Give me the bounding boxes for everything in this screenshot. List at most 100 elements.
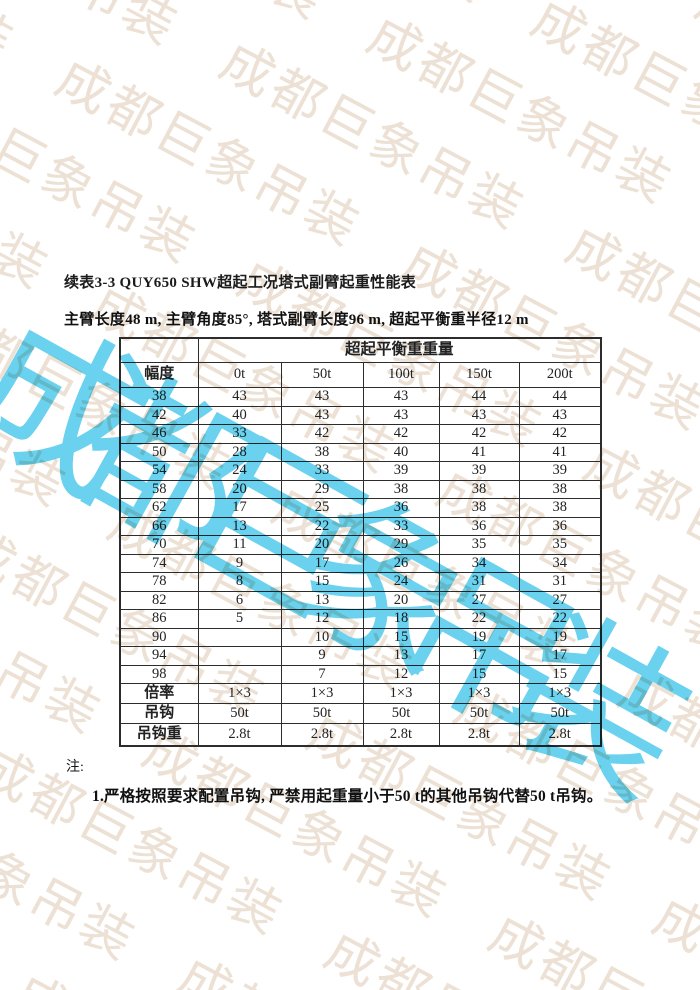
table-row: 70 11 20 29 35 35	[119, 535, 602, 555]
row-label: 94	[119, 646, 199, 666]
table-title: 续表3-3 QUY650 SHW超起工况塔式副臂起重性能表	[64, 275, 417, 291]
table-head: 超起平衡重重量 幅度 0t 50t 100t 150t 200t	[119, 337, 602, 388]
table-row: 54 24 33 39 39 39	[119, 461, 602, 481]
table-cell: 43	[362, 405, 440, 425]
table-cell: 38	[438, 498, 520, 518]
table-row: 42 40 43 43 43 43	[119, 405, 602, 425]
table-cell: 17	[438, 646, 520, 666]
table-row: 58 20 29 38 38 38	[119, 479, 602, 499]
table-cell: 15	[280, 572, 364, 592]
table-cell: 34	[438, 553, 520, 573]
table-cell: 2.8t	[197, 723, 282, 747]
table-cell: 15	[438, 664, 520, 684]
table-cell: 19	[518, 627, 602, 647]
table-cell: 36	[438, 516, 520, 536]
table-cell: 28	[197, 442, 282, 462]
table-row: 74 9 17 26 34 34	[119, 553, 602, 573]
table-cell: 17	[518, 646, 602, 666]
table-cell: 42	[362, 424, 440, 444]
table-cell: 6	[197, 590, 282, 610]
table-cell: 1×3	[438, 683, 520, 704]
table-cell: 43	[518, 405, 602, 425]
table-cell: 22	[438, 609, 520, 629]
row-label: 78	[119, 572, 199, 592]
table-cell: 31	[438, 572, 520, 592]
table-cell: 10	[280, 627, 364, 647]
table-cell: 18	[362, 609, 440, 629]
table-cell: 29	[280, 479, 364, 499]
table-cell	[197, 646, 282, 666]
table-cell: 36	[518, 516, 602, 536]
corner-cell	[119, 337, 199, 363]
row-label: 54	[119, 461, 199, 481]
watermark-line: 成都巨象吊装 成都巨象吊装 成都巨象吊装 成都巨象吊装 成都巨象吊装 成都巨象吊…	[0, 0, 700, 62]
table-cell: 1×3	[518, 683, 602, 704]
table-row: 46 33 42 42 42 42	[119, 424, 602, 444]
table-cell: 20	[280, 535, 364, 555]
table-cell: 39	[518, 461, 602, 481]
row-label: 38	[119, 387, 199, 407]
table-cell: 5	[197, 609, 282, 629]
row-label: 62	[119, 498, 199, 518]
row-label: 倍率	[119, 683, 199, 704]
table-cell: 44	[518, 387, 602, 407]
table-cell: 38	[518, 479, 602, 499]
table-cell: 40	[197, 405, 282, 425]
table-cell: 2.8t	[362, 723, 440, 747]
table-row: 82 6 13 20 27 27	[119, 590, 602, 610]
table-cell: 42	[438, 424, 520, 444]
table-cell: 38	[280, 442, 364, 462]
table-cell: 13	[280, 590, 364, 610]
row-label: 98	[119, 664, 199, 684]
row-label: 90	[119, 627, 199, 647]
table-cell: 34	[518, 553, 602, 573]
table-cell: 1×3	[280, 683, 364, 704]
table-cell: 15	[518, 664, 602, 684]
table-cell: 33	[280, 461, 364, 481]
row-label: 82	[119, 590, 199, 610]
table-row: 78 8 15 24 31 31	[119, 572, 602, 592]
table-cell: 36	[362, 498, 440, 518]
table-row: 62 17 25 36 38 38	[119, 498, 602, 518]
table-cell: 44	[438, 387, 520, 407]
table-cell: 39	[362, 461, 440, 481]
table-cell: 50t	[438, 703, 520, 724]
table-cell: 41	[438, 442, 520, 462]
table-cell: 27	[438, 590, 520, 610]
table-cell: 39	[438, 461, 520, 481]
watermark-line: 成都巨象吊装 成都巨象吊装 成都巨象吊装 成都巨象吊装 成都巨象吊装 成都巨象吊…	[0, 0, 700, 358]
table-cell: 43	[280, 405, 364, 425]
col-header-100t: 100t	[362, 362, 440, 388]
table-cell: 43	[438, 405, 520, 425]
row-label: 66	[119, 516, 199, 536]
table-subtitle: 主臂长度48 m, 主臂角度85°, 塔式副臂长度96 m, 超起平衡重半径12…	[64, 312, 529, 328]
table-cell: 43	[280, 387, 364, 407]
table-cell: 43	[197, 387, 282, 407]
table-cell: 42	[518, 424, 602, 444]
table-cell: 17	[197, 498, 282, 518]
table-cell: 38	[362, 479, 440, 499]
table-row: 98 7 12 15 15	[119, 664, 602, 684]
table-cell: 12	[362, 664, 440, 684]
row-label: 吊钩	[119, 703, 199, 724]
row-label: 50	[119, 442, 199, 462]
row-label: 58	[119, 479, 199, 499]
table-cell: 43	[362, 387, 440, 407]
table-row: 吊钩 50t 50t 50t 50t 50t	[119, 703, 602, 724]
watermark-line: 成都巨象吊装 成都巨象吊装 成都巨象吊装 成都巨象吊装 成都巨象吊装 成都巨象吊…	[0, 869, 700, 990]
table-cell: 15	[362, 627, 440, 647]
table-cell: 2.8t	[280, 723, 364, 747]
table-cell: 22	[518, 609, 602, 629]
row-label: 吊钩重	[119, 723, 199, 747]
table-cell: 50t	[518, 703, 602, 724]
table-cell: 40	[362, 442, 440, 462]
table-cell: 13	[197, 516, 282, 536]
radius-header: 幅度	[119, 362, 199, 388]
table-cell: 24	[362, 572, 440, 592]
col-header-0t: 0t	[197, 362, 282, 388]
table-row: 50 28 38 40 41 41	[119, 442, 602, 462]
table-cell: 1×3	[197, 683, 282, 704]
table-body: 38 43 43 43 44 44 42 40 43 43 43 43 46 3…	[119, 387, 602, 747]
table-cell: 35	[518, 535, 602, 555]
